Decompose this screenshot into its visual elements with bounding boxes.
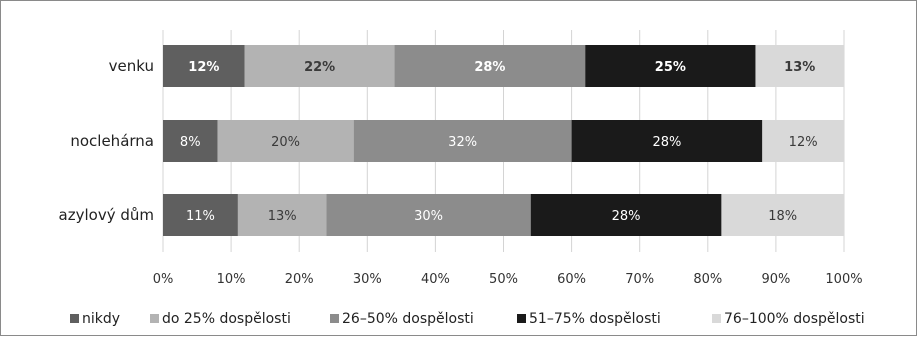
x-tick-label: 40% [421, 272, 450, 287]
legend-label: 76–100% dospělosti [724, 311, 865, 327]
x-tick-labels: 0% 10% 20% 30% 40% 50% 60% 70% 80% 90% 100% [153, 272, 863, 287]
legend-label: nikdy [82, 311, 120, 327]
bar-segment [163, 45, 245, 87]
bar-segment [571, 120, 763, 162]
legend: nikdy do 25% dospělosti 26–50% dospělosti 5… [70, 311, 865, 327]
data-label: 18% [768, 209, 797, 224]
x-tick-label: 10% [217, 272, 246, 287]
x-tick-label: 0% [153, 272, 174, 287]
x-tick-label: 80% [693, 272, 722, 287]
x-tick-label: 70% [625, 272, 654, 287]
category-label: noclehárna [70, 132, 154, 150]
bar-segment [217, 120, 354, 162]
x-tick-label: 100% [825, 272, 862, 287]
legend-label: 51–75% dospělosti [529, 311, 661, 327]
data-label: 32% [448, 135, 477, 150]
bar-segment [755, 45, 844, 87]
bar-segment [762, 120, 844, 162]
data-label: 12% [789, 135, 818, 150]
data-label: 28% [652, 135, 681, 150]
data-label: 28% [612, 209, 641, 224]
data-label: 25% [655, 60, 686, 75]
x-tick-label: 90% [761, 272, 790, 287]
data-label: 30% [414, 209, 443, 224]
legend-label: do 25% dospělosti [162, 311, 291, 327]
bar-segment [237, 194, 327, 236]
legend-swatch [517, 314, 526, 323]
bar-segment [394, 45, 586, 87]
legend-swatch [70, 314, 79, 323]
x-tick-label: 20% [285, 272, 314, 287]
category-label: azylový dům [59, 206, 154, 224]
data-label: 13% [268, 209, 297, 224]
bar-segment [530, 194, 722, 236]
data-label: 8% [180, 135, 201, 150]
legend-swatch [330, 314, 339, 323]
category-labels: venku noclehárna azylový dům [59, 57, 154, 224]
x-tick-label: 60% [557, 272, 586, 287]
bar-segment [326, 194, 531, 236]
bar-segment [163, 194, 238, 236]
x-tick-label: 50% [489, 272, 518, 287]
data-label: 28% [474, 60, 505, 75]
bar-segment [585, 45, 756, 87]
category-label: venku [109, 57, 154, 75]
bar-segment [353, 120, 572, 162]
data-label: 20% [271, 135, 300, 150]
legend-label: 26–50% dospělosti [342, 311, 474, 327]
legend-swatch [150, 314, 159, 323]
bar-segment [244, 45, 395, 87]
bar-segments: 12% 22% 28% 25% 13% 8% 20% 32% 28% 12% 11% 13% 30% 28… [163, 45, 844, 236]
data-label: 11% [186, 209, 215, 224]
data-label: 12% [188, 60, 219, 75]
x-tick-label: 30% [353, 272, 382, 287]
legend-swatch [712, 314, 721, 323]
bar-segment [163, 120, 218, 162]
data-label: 13% [784, 60, 815, 75]
bar-segment [721, 194, 844, 236]
data-label: 22% [304, 60, 335, 75]
